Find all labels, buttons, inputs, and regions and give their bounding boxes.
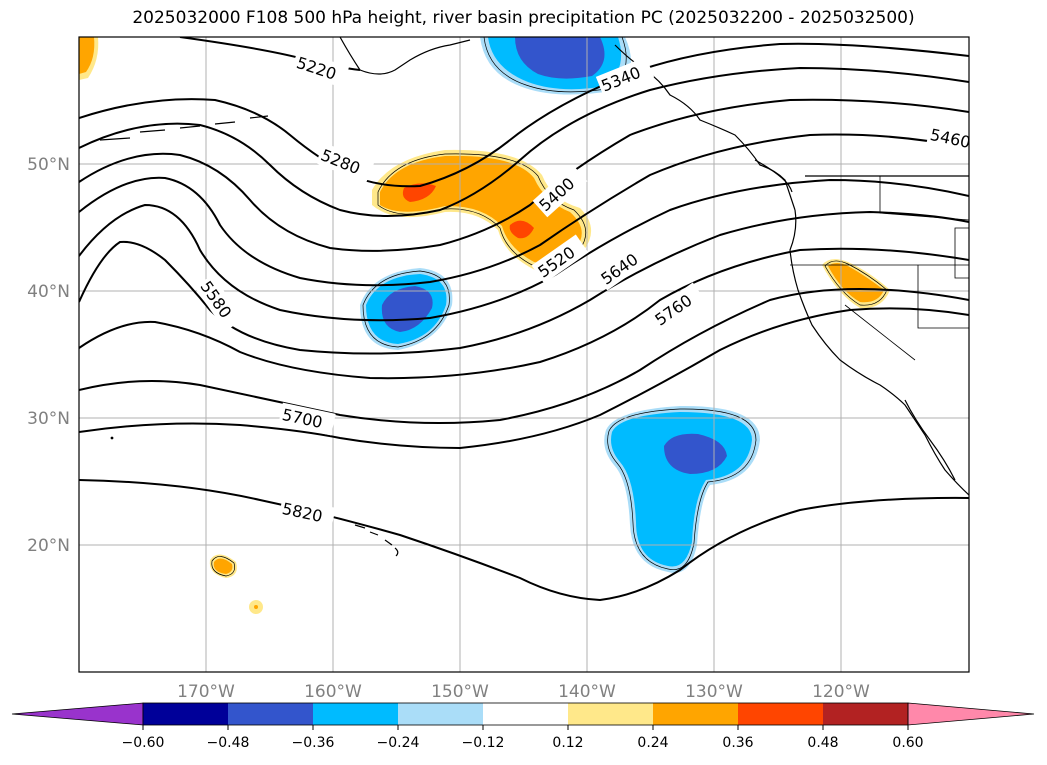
- lat-label: 30°N: [27, 409, 70, 429]
- colorbar-tick-label: −0.60: [122, 735, 165, 751]
- lon-label: 160°W: [304, 682, 362, 702]
- contour-5700: [79, 288, 969, 425]
- colorbar-extend-low: [11, 702, 144, 726]
- positive-anomaly-area: [509, 220, 534, 239]
- lon-label: 140°W: [558, 682, 616, 702]
- negative-anomaly-area: [515, 37, 605, 79]
- lat-labels: 50°N 40°N 30°N 20°N: [27, 155, 70, 556]
- colorbar-segment: [823, 703, 908, 725]
- positive-anomaly-area: [79, 37, 95, 74]
- contour-5460: [79, 133, 969, 287]
- contour-5640: [79, 247, 969, 380]
- positive-anomaly-area: [402, 183, 436, 202]
- positive-anomaly-area: [254, 605, 258, 609]
- negative-anomaly-area: [664, 433, 727, 474]
- colorbar-tick-label: 0.24: [637, 735, 668, 751]
- precip-shading: [79, 37, 890, 614]
- lon-labels: 170°W 160°W 150°W 140°W 130°W 120°W: [177, 682, 870, 702]
- colorbar-tick-label: 0.60: [892, 735, 923, 751]
- map-frame: [78, 36, 970, 673]
- lat-label: 20°N: [27, 536, 70, 556]
- shading-edges: [211, 37, 888, 577]
- contour-5520: [79, 178, 969, 322]
- contour-5580: [79, 210, 969, 355]
- colorbar-outline: [142, 702, 909, 726]
- colorbar-segment: [483, 703, 568, 725]
- contour-5280: [79, 42, 969, 188]
- colorbar-tick-label: −0.48: [207, 735, 250, 751]
- positive-anomaly-area: [828, 263, 884, 303]
- colorbar-segment: [313, 703, 398, 725]
- contour-5820: [79, 479, 969, 602]
- lon-label: 170°W: [177, 682, 235, 702]
- colorbar-segment: [143, 703, 228, 725]
- colorbar-segment: [568, 703, 653, 725]
- lat-label: 50°N: [27, 155, 70, 175]
- colorbar-segment: [738, 703, 823, 725]
- contour-5760: [79, 307, 969, 450]
- lon-label: 120°W: [812, 682, 870, 702]
- positive-anomaly-area: [213, 558, 233, 574]
- lon-label: 130°W: [685, 682, 743, 702]
- contour-label: 5460: [928, 125, 972, 152]
- colorbar-extend-high: [907, 702, 1035, 726]
- colorbar-tick-label: 0.12: [552, 735, 583, 751]
- height-contours: [79, 37, 969, 602]
- contour-label: 5820: [280, 499, 324, 526]
- colorbar-tick-label: 0.48: [807, 735, 838, 751]
- lon-label: 150°W: [431, 682, 489, 702]
- map-title: 2025032000 F108 500 hPa height, river ba…: [132, 8, 915, 28]
- colorbar-segment: [653, 703, 738, 725]
- colorbar-tick-label: 0.36: [722, 735, 753, 751]
- contour-5340: [79, 66, 969, 217]
- colorbar-tick-label: −0.12: [462, 735, 505, 751]
- contour-5400: [79, 98, 969, 252]
- colorbar-segment: [398, 703, 483, 725]
- colorbar: −0.60 −0.48 −0.36 −0.24 −0.12 0.12 0.24 0.36 0.4…: [11, 702, 1035, 751]
- colorbar-segment: [228, 703, 313, 725]
- contour-label: 5700: [280, 405, 324, 432]
- lat-label: 40°N: [27, 282, 70, 302]
- colorbar-tick-label: −0.24: [377, 735, 420, 751]
- coastlines: [99, 37, 969, 557]
- colorbar-tick-label: −0.36: [292, 735, 335, 751]
